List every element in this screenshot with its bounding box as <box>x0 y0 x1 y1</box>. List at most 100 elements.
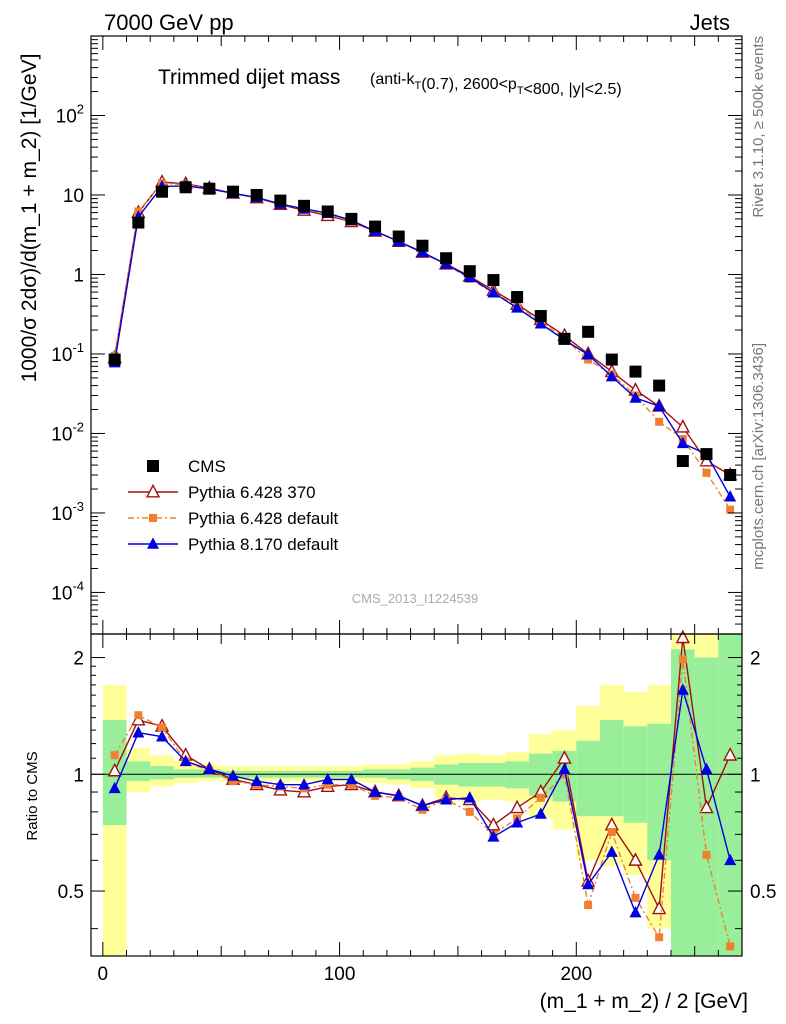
ratio-tick-label-left: 1 <box>73 765 84 786</box>
data-point <box>700 448 713 461</box>
legend-label: Pythia 6.428 default <box>188 509 339 528</box>
x-tick-label: 100 <box>324 964 356 985</box>
data-point <box>487 274 500 287</box>
data-point <box>605 369 618 382</box>
ratio-point <box>229 777 238 786</box>
data-point <box>584 355 593 364</box>
ratio-point <box>156 730 169 742</box>
ratio-tick-label-right: 1 <box>750 765 761 786</box>
data-point <box>416 239 429 252</box>
ratio-band-green <box>670 649 695 956</box>
ratio-band-green <box>150 766 174 780</box>
analysis-watermark: CMS_2013_I1224539 <box>352 591 479 606</box>
ratio-point <box>321 772 334 785</box>
data-point <box>534 310 547 323</box>
ratio-uncertainty-bands <box>102 634 742 956</box>
data-point <box>676 436 689 449</box>
y-tick-label: 10-4 <box>51 578 84 604</box>
ratio-point <box>511 816 524 828</box>
ratio-point <box>509 799 525 814</box>
ratio-point <box>107 762 122 777</box>
header-left: 7000 GeV pp <box>104 10 234 35</box>
ratio-point <box>345 772 358 785</box>
ratio-point <box>560 770 569 779</box>
ratio-point <box>726 942 735 951</box>
ratio-point <box>699 799 714 814</box>
data-point <box>653 399 666 412</box>
data-point <box>132 216 145 229</box>
legend-marker <box>147 460 159 472</box>
ratio-plot-frame <box>90 633 743 957</box>
ratio-point <box>558 762 571 775</box>
data-point <box>726 505 735 514</box>
ratio-point <box>110 751 119 760</box>
ratio-point <box>227 769 240 781</box>
data-point <box>655 417 664 426</box>
ratio-point <box>274 778 287 790</box>
data-point <box>203 182 216 195</box>
ratio-point <box>653 848 666 860</box>
ratio-point <box>132 726 145 738</box>
data-point <box>558 332 571 345</box>
ratio-point <box>179 754 192 767</box>
ratio-point <box>392 789 405 801</box>
ratio-point <box>584 901 593 910</box>
series-pythia-8-170-default <box>108 179 737 502</box>
ratio-point <box>702 850 711 859</box>
ratio-point <box>655 933 664 942</box>
ratio-point <box>723 747 738 761</box>
data-point <box>724 469 737 482</box>
data-point <box>392 230 405 243</box>
series-line <box>113 185 731 498</box>
chart-title: Trimmed dijet mass <box>158 66 340 89</box>
data-point <box>463 265 476 278</box>
ratio-point <box>323 780 332 789</box>
data-point <box>629 391 642 403</box>
ratio-series-layer <box>107 629 738 951</box>
ratio-point <box>607 827 616 836</box>
ratio-point <box>631 893 640 902</box>
ratio-point <box>416 799 429 811</box>
x-tick-label: 0 <box>98 964 109 985</box>
data-point <box>179 181 192 194</box>
ratio-y-axis-label: Ratio to CMS <box>24 751 41 840</box>
ratio-point <box>203 762 216 775</box>
ratio-point <box>628 852 643 866</box>
data-point <box>702 468 711 477</box>
legend-item: Pythia 6.428 370 <box>128 483 316 502</box>
x-tick-label: 200 <box>560 964 592 985</box>
data-point <box>227 185 240 198</box>
data-point <box>369 220 382 233</box>
ratio-point <box>134 711 143 720</box>
ratio-point <box>651 900 667 915</box>
ratio-point <box>486 816 501 831</box>
ratio-point <box>536 793 545 802</box>
ratio-point <box>108 781 121 794</box>
ratio-point <box>700 762 713 775</box>
series-cms <box>108 181 737 482</box>
ratio-point <box>582 877 595 890</box>
data-point <box>487 286 500 298</box>
header-right: Jets <box>690 10 730 35</box>
data-point <box>676 455 689 468</box>
ratio-band-green <box>126 761 151 782</box>
ratio-point <box>463 791 476 803</box>
y-tick-label: 10-3 <box>51 499 84 525</box>
legend-item: CMS <box>147 457 226 476</box>
data-point <box>108 353 121 366</box>
ratio-pythia-8-170-default <box>108 683 737 918</box>
ratio-point <box>250 774 263 786</box>
data-point <box>724 490 737 502</box>
y-tick-label: 10 <box>63 186 84 207</box>
data-point <box>274 194 287 207</box>
mcplots-label: mcplots.cern.ch [arXiv:1306.3436] <box>750 343 767 570</box>
ratio-point <box>605 845 618 857</box>
ratio-point <box>465 807 474 816</box>
ratio-band-green <box>647 723 671 861</box>
y-tick-label: 10-2 <box>51 419 84 445</box>
data-point <box>675 419 690 433</box>
data-point <box>511 301 524 313</box>
ratio-point <box>676 683 689 695</box>
data-point <box>345 212 358 225</box>
ratio-point <box>347 780 356 789</box>
